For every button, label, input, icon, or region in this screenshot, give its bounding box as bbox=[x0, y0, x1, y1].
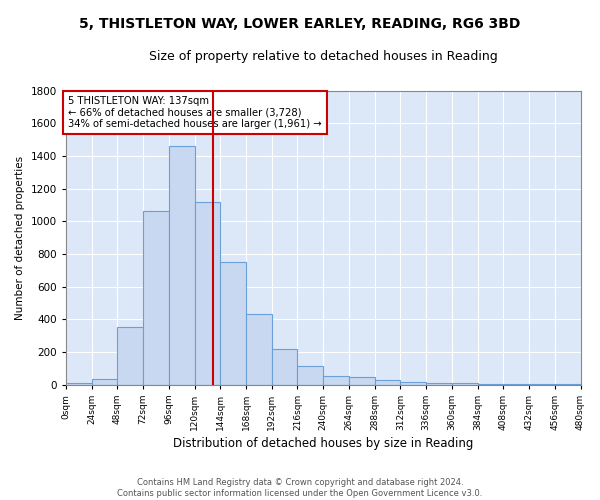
Text: Contains HM Land Registry data © Crown copyright and database right 2024.
Contai: Contains HM Land Registry data © Crown c… bbox=[118, 478, 482, 498]
Text: 5 THISTLETON WAY: 137sqm
← 66% of detached houses are smaller (3,728)
34% of sem: 5 THISTLETON WAY: 137sqm ← 66% of detach… bbox=[68, 96, 322, 130]
Bar bbox=[349, 377, 374, 384]
Bar bbox=[194, 202, 220, 384]
Bar bbox=[118, 326, 143, 384]
Y-axis label: Number of detached properties: Number of detached properties bbox=[15, 156, 25, 320]
X-axis label: Distribution of detached houses by size in Reading: Distribution of detached houses by size … bbox=[173, 437, 473, 450]
Bar bbox=[220, 262, 246, 384]
Title: Size of property relative to detached houses in Reading: Size of property relative to detached ho… bbox=[149, 50, 497, 63]
Bar bbox=[323, 376, 349, 384]
Bar bbox=[143, 212, 169, 384]
Bar bbox=[92, 379, 118, 384]
Text: 5, THISTLETON WAY, LOWER EARLEY, READING, RG6 3BD: 5, THISTLETON WAY, LOWER EARLEY, READING… bbox=[79, 18, 521, 32]
Bar bbox=[400, 382, 426, 384]
Bar bbox=[272, 348, 298, 384]
Bar bbox=[246, 314, 272, 384]
Bar bbox=[169, 146, 194, 384]
Bar bbox=[426, 382, 452, 384]
Bar bbox=[374, 380, 400, 384]
Bar bbox=[66, 383, 92, 384]
Bar bbox=[298, 366, 323, 384]
